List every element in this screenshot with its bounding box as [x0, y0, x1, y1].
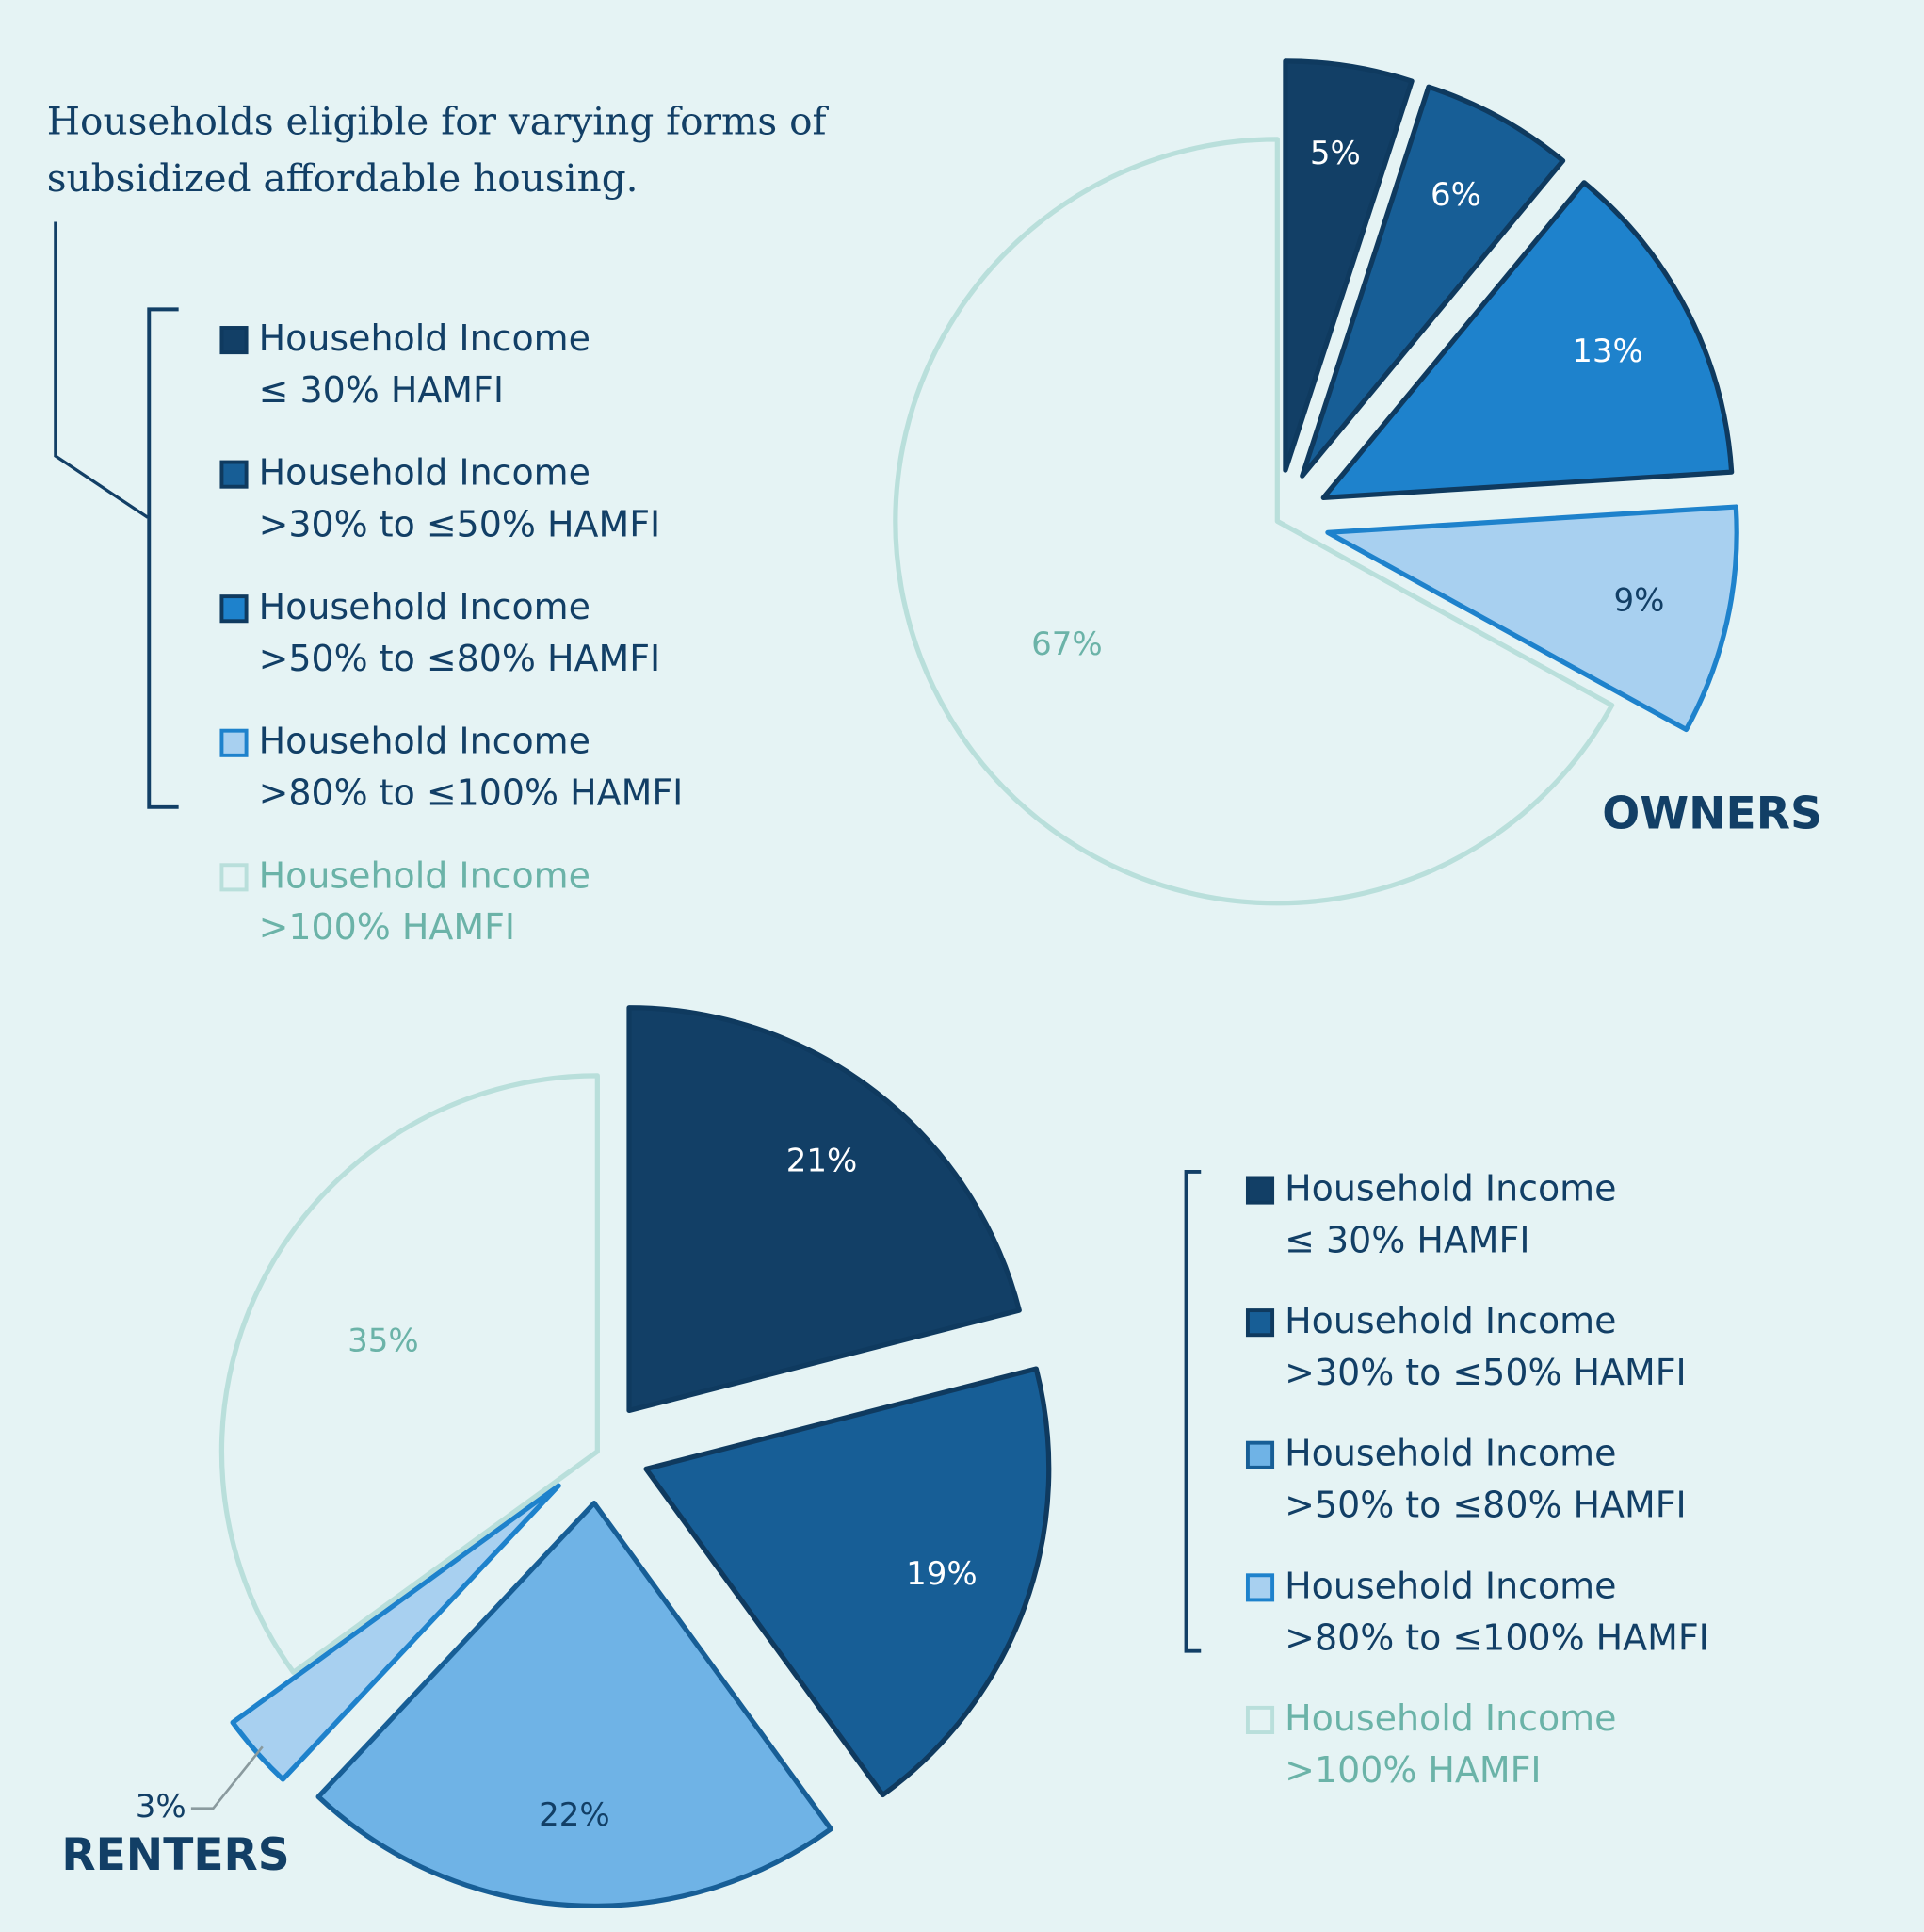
value-label: 5%	[1310, 135, 1361, 172]
chart-title: OWNERS	[1602, 788, 1822, 840]
leader-line	[190, 1745, 264, 1810]
legend-marker	[1245, 1308, 1275, 1338]
legend-label: Household Income >50% to ≤80% HAMFI	[1285, 1432, 1687, 1525]
legend-marker	[219, 326, 249, 355]
legend-label: Household Income >30% to ≤50% HAMFI	[259, 451, 661, 544]
value-label: 9%	[1614, 582, 1665, 620]
pie-slice	[1300, 84, 1566, 479]
legend-marker	[219, 594, 249, 624]
bracket	[1184, 1169, 1202, 1653]
pie-slice	[626, 1005, 1022, 1414]
legend-label: Household Income >80% to ≤100% HAMFI	[1285, 1565, 1709, 1658]
legend-marker	[219, 728, 249, 757]
value-label: 3%	[136, 1788, 186, 1826]
legend-label: Household Income >30% to ≤50% HAMFI	[1285, 1300, 1687, 1393]
pie-slice	[893, 137, 1615, 906]
legend-marker	[219, 460, 249, 489]
chart-title: RENTERS	[61, 1829, 289, 1881]
value-label: 13%	[1572, 333, 1643, 370]
title-box: Households eligible for varying forms of…	[46, 100, 827, 202]
pie-slice	[1283, 58, 1415, 473]
value-label: 22%	[539, 1796, 610, 1834]
pie-slice	[1325, 504, 1739, 733]
legend-label: Household Income >50% to ≤80% HAMFI	[259, 586, 661, 679]
legend-label: Household Income >100% HAMFI	[259, 854, 590, 948]
legend-label: Household Income >80% to ≤100% HAMFI	[259, 720, 684, 813]
pie-slice	[643, 1366, 1052, 1798]
pie-slice	[1320, 180, 1735, 501]
pie-slice	[230, 1483, 561, 1782]
legend-marker	[1245, 1176, 1275, 1205]
value-label: 35%	[348, 1322, 419, 1359]
legend-label: Household Income ≤ 30% HAMFI	[1285, 1167, 1616, 1260]
bracket	[147, 307, 179, 809]
pie-slice	[218, 1073, 600, 1675]
value-label: 21%	[786, 1142, 858, 1179]
legend-label: Household Income ≤ 30% HAMFI	[259, 317, 590, 411]
title: Households eligible for varying forms of…	[46, 100, 827, 202]
legend-label: Household Income >100% HAMFI	[1285, 1697, 1616, 1790]
legend-marker	[1245, 1440, 1275, 1469]
legend-marker	[1245, 1705, 1275, 1734]
legend-marker	[219, 863, 249, 892]
pie-slice	[315, 1501, 833, 1908]
value-label: 19%	[906, 1555, 978, 1593]
value-label: 67%	[1031, 625, 1103, 663]
value-label: 6%	[1431, 176, 1481, 214]
legend-marker	[1245, 1573, 1275, 1602]
connector	[54, 221, 149, 519]
